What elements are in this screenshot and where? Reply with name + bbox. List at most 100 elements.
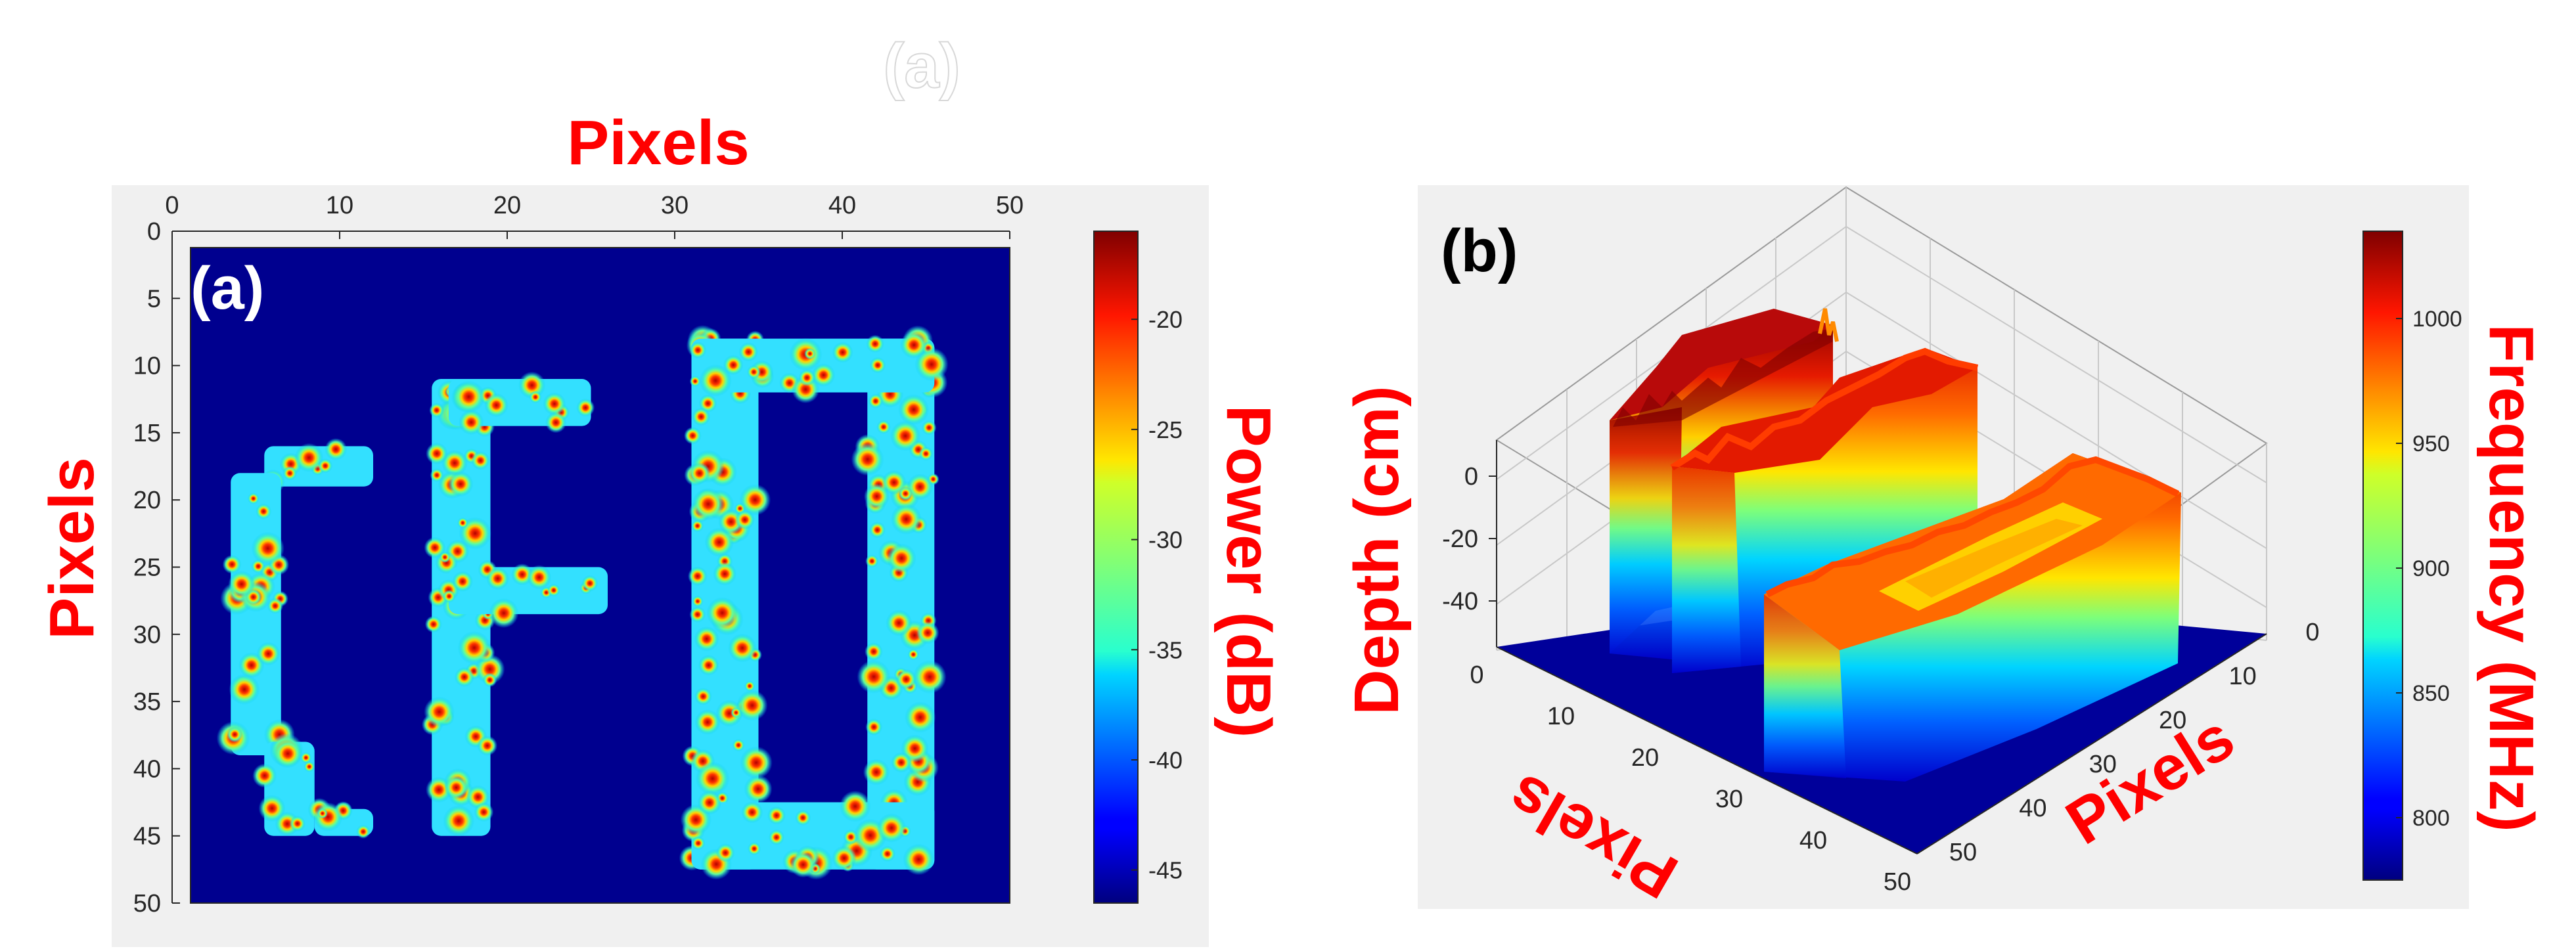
y-tick-label: 5 [147, 285, 161, 313]
heatmap-letters [216, 324, 949, 880]
heat-spot [741, 801, 763, 824]
heat-spot [430, 468, 444, 482]
heat-spot [447, 471, 474, 497]
chart-a-colorbar-ticks: -20 -25 -30 -35 -40 -45 [1131, 306, 1183, 884]
heat-spot [865, 719, 883, 736]
heat-spot [228, 571, 256, 598]
heat-spot [256, 503, 272, 520]
heat-spot [747, 842, 761, 856]
y-tick-label: 0 [2305, 619, 2319, 646]
heat-spot [694, 709, 721, 735]
heat-spot [868, 393, 884, 409]
heat-spot [457, 630, 491, 665]
heat-spot [576, 398, 595, 417]
heat-spot [543, 392, 566, 416]
heat-spot [545, 412, 567, 433]
surface-letter-d [1764, 453, 2181, 782]
y-tick-label: 0 [147, 218, 161, 246]
heat-spot [898, 486, 913, 501]
heat-spot [898, 394, 930, 426]
x-tick-label: 50 [996, 192, 1024, 219]
y-tick-label: 20 [2159, 707, 2186, 734]
y-tick-label: 10 [133, 353, 161, 380]
z-tick-label: -20 [1442, 525, 1478, 553]
heat-spot [698, 655, 719, 676]
colorbar-tick-label: -40 [1148, 747, 1183, 774]
heat-spot [865, 554, 879, 568]
colorbar-tick-label: -45 [1148, 857, 1183, 884]
heat-spot [356, 824, 371, 839]
z-tick-label: 0 [1464, 463, 1478, 491]
x-tick-label: 50 [1884, 868, 1911, 896]
heat-spot [256, 642, 281, 666]
heat-spot [547, 584, 560, 597]
heat-spot [684, 427, 702, 445]
chart-a-title: Pixels [567, 108, 750, 178]
heat-spot [744, 774, 773, 803]
heat-spot [222, 554, 242, 574]
heat-spot [811, 363, 836, 387]
heat-spot [804, 347, 816, 360]
heat-spot [267, 598, 284, 614]
y-tick-label: 35 [133, 688, 161, 716]
chart-b-colorbar [2362, 231, 2403, 881]
heat-spot [798, 369, 816, 386]
heat-spot [689, 342, 707, 359]
heat-spot [300, 751, 312, 764]
x-tick-label: 0 [165, 192, 179, 219]
heat-spot [444, 775, 468, 800]
faint-panel-title: (a) [883, 31, 960, 101]
heat-spot [913, 660, 947, 694]
heat-spot [869, 521, 886, 539]
heat-spot [317, 808, 328, 819]
heat-spot [691, 520, 704, 533]
heat-spot [713, 562, 737, 586]
heat-spot [903, 843, 935, 875]
heat-spot [863, 483, 890, 510]
heat-spot [734, 510, 755, 530]
heat-spot [907, 474, 934, 500]
heatmap-frame [190, 247, 1010, 904]
chart-b-colorbar-ticks: 1000 950 900 850 800 [2396, 307, 2462, 831]
heat-spot [869, 357, 886, 374]
panel-a-label: (a) [191, 255, 264, 322]
x-tick-label: 40 [828, 192, 856, 219]
heat-spot [471, 451, 490, 470]
heat-spot [484, 393, 508, 418]
heat-spot [886, 543, 916, 573]
heat-spot [900, 331, 928, 359]
x-tick-label: 30 [661, 192, 689, 219]
heat-spot [689, 462, 711, 485]
heat-spot [486, 567, 509, 590]
heat-spot [439, 551, 451, 563]
colorbar-tick-label: 1000 [2412, 307, 2462, 332]
heat-spot [704, 527, 734, 557]
y-tick-label: 40 [133, 755, 161, 783]
heat-spot [891, 752, 912, 773]
heat-spot [895, 669, 917, 690]
heat-spot [882, 470, 907, 495]
x-tick-label: 0 [1470, 661, 1483, 689]
z-tick-label: -40 [1442, 588, 1478, 615]
heat-spot [767, 806, 786, 825]
heat-spot [723, 355, 744, 376]
heat-spot [865, 642, 883, 661]
heat-spot [918, 447, 934, 461]
surface-letter-f [1670, 347, 1979, 673]
heat-spot [452, 380, 486, 413]
heat-spot [746, 365, 761, 379]
heat-spot [229, 674, 260, 705]
x-tick-label: 40 [1799, 827, 1827, 854]
heat-spot [697, 790, 722, 815]
x-tick-label: 10 [326, 192, 353, 219]
colorbar-tick-label: -30 [1148, 527, 1183, 554]
chart-a-ylabel: Pixels [37, 457, 107, 640]
heat-spot [876, 420, 891, 434]
heat-spot [699, 364, 732, 397]
heat-spot [452, 571, 473, 592]
heat-spot [921, 420, 937, 435]
heat-spot [715, 699, 743, 727]
heat-spot [442, 590, 456, 603]
heat-spot [739, 484, 771, 516]
heat-spot [317, 458, 333, 474]
